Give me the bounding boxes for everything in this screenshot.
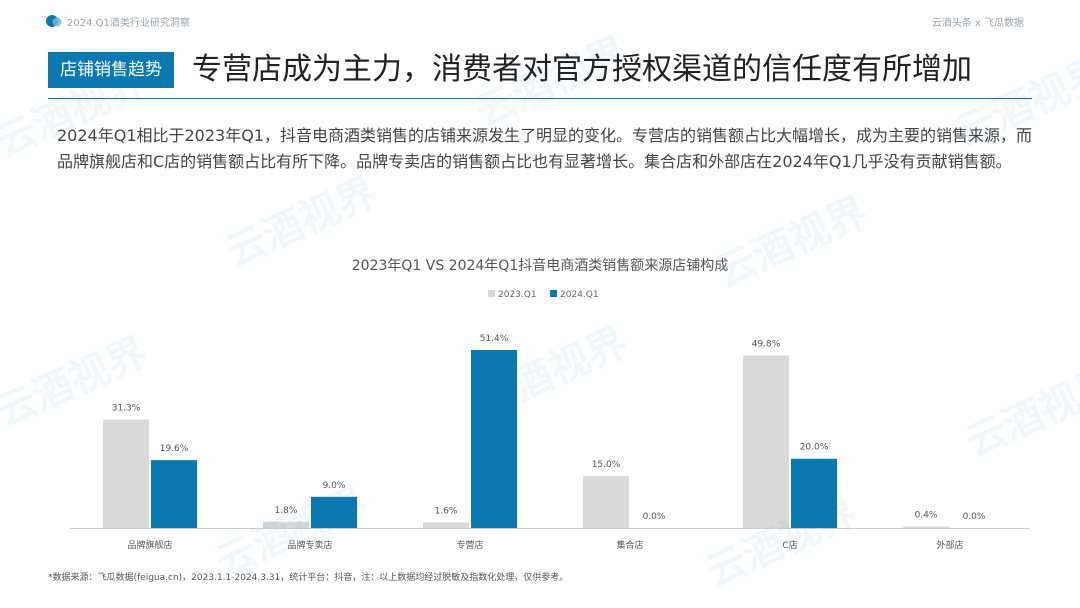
- summary-paragraph: 2024年Q1相比于2023年Q1，抖音电商酒类销售的店铺来源发生了明显的变化。…: [57, 126, 1032, 171]
- data-label: 9.0%: [323, 481, 346, 491]
- data-label: 49.8%: [752, 340, 781, 350]
- data-label: 0.0%: [643, 512, 666, 522]
- category-label: C店: [782, 539, 797, 551]
- data-label: 15.0%: [592, 460, 621, 470]
- category-label: 外部店: [936, 539, 963, 551]
- data-label: 51.4%: [480, 334, 509, 344]
- bar: [423, 522, 469, 528]
- bar: [583, 476, 629, 528]
- bar: [311, 496, 357, 528]
- bar: [791, 458, 837, 528]
- category-label: 集合店: [616, 539, 643, 551]
- category-label: 品牌旗舰店: [127, 539, 172, 551]
- data-label: 0.0%: [963, 512, 986, 522]
- legend-swatch: [550, 290, 557, 297]
- legend-swatch: [488, 290, 495, 297]
- data-label: 0.4%: [915, 511, 938, 521]
- data-label: 20.0%: [800, 443, 829, 453]
- data-source-footnote: *数据来源：飞瓜数据(feigua.cn)，2023.1.1-2024.3.31…: [48, 573, 569, 583]
- title-divider: [48, 98, 1032, 99]
- bar: [263, 521, 309, 528]
- logo-icon: [46, 15, 62, 27]
- legend-label: 2023.Q1: [498, 290, 537, 300]
- data-label: 1.8%: [275, 506, 298, 516]
- bar: [743, 355, 789, 528]
- brand-credit: 云酒头条 x 飞瓜数据: [931, 18, 1024, 29]
- category-label: 专营店: [456, 539, 483, 551]
- chart-title: 2023年Q1 VS 2024年Q1抖音电商酒类销售额来源店铺构成: [352, 257, 728, 274]
- bar: [471, 350, 517, 528]
- page-headline: 专营店成为主力，消费者对官方授权渠道的信任度有所增加: [192, 52, 972, 87]
- data-label: 19.6%: [160, 444, 189, 454]
- section-tag: 店铺销售趋势: [48, 52, 174, 88]
- bar: [151, 460, 197, 528]
- data-label: 1.6%: [435, 506, 458, 516]
- legend-label: 2024.Q1: [560, 290, 599, 300]
- bar: [103, 419, 149, 528]
- report-title: 2024.Q1酒类行业研究洞察: [67, 18, 190, 29]
- category-label: 品牌专卖店: [287, 539, 332, 551]
- bar: [903, 526, 949, 528]
- data-label: 31.3%: [112, 404, 141, 414]
